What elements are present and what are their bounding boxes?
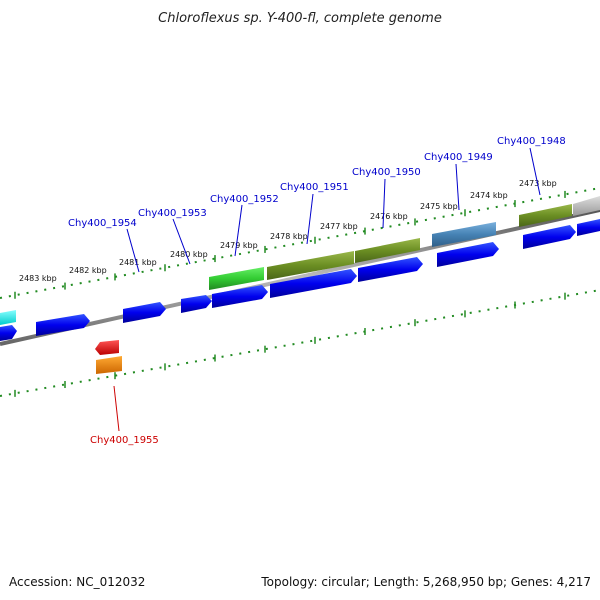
cds-arrow[interactable] — [577, 219, 600, 236]
feature-block[interactable] — [355, 238, 420, 263]
feature-block[interactable] — [432, 222, 496, 247]
upper-major-ticks — [14, 190, 566, 299]
gene-label[interactable]: Chy400_1949 — [424, 152, 493, 163]
cds-arrow[interactable] — [181, 295, 212, 313]
scale-label: 2481 kbp — [119, 258, 157, 267]
scale-label: 2474 kbp — [470, 191, 508, 200]
cds-arrow[interactable] — [36, 314, 90, 336]
cds-arrow[interactable] — [270, 269, 357, 298]
cds-arrow[interactable] — [358, 257, 423, 282]
accession-text: Accession: NC_012032 — [9, 575, 145, 589]
gene-label[interactable]: Chy400_1952 — [210, 194, 279, 205]
map-title: Chloroflexus sp. Y-400-fl, complete geno… — [158, 11, 442, 26]
feature-block[interactable] — [0, 310, 16, 325]
gene-label[interactable]: Chy400_1955 — [90, 435, 159, 446]
scale-label: 2478 kbp — [270, 232, 308, 241]
feature-block[interactable] — [519, 204, 572, 227]
feature-block[interactable] — [573, 196, 600, 216]
scale-label: 2480 kbp — [170, 250, 208, 259]
scale-label: 2476 kbp — [370, 212, 408, 221]
gene-label[interactable]: Chy400_1954 — [68, 218, 137, 229]
gene-label[interactable]: Chy400_1953 — [138, 208, 207, 219]
reverse-track — [95, 340, 122, 374]
reverse-cds-arrow[interactable] — [95, 340, 119, 355]
gene-leaders — [113, 147, 541, 432]
genome-summary-text: Topology: circular; Length: 5,268,950 bp… — [260, 575, 591, 589]
cds-arrow[interactable] — [212, 285, 268, 308]
cds-arrow[interactable] — [0, 325, 17, 341]
gene-labels: Chy400_1954 Chy400_1953 Chy400_1952 Chy4… — [68, 136, 566, 446]
scale-label: 2483 kbp — [19, 274, 57, 283]
scale-label: 2477 kbp — [320, 222, 358, 231]
feature-block[interactable] — [267, 251, 354, 280]
gene-label[interactable]: Chy400_1951 — [280, 182, 349, 193]
feature-block[interactable] — [209, 267, 264, 290]
scale-label: 2475 kbp — [420, 202, 458, 211]
cds-arrow[interactable] — [123, 302, 166, 323]
gene-label[interactable]: Chy400_1948 — [497, 136, 566, 147]
cds-arrow[interactable] — [437, 242, 499, 267]
lower-tick-ring — [0, 289, 600, 397]
cds-arrow[interactable] — [523, 225, 576, 249]
feature-track — [0, 196, 600, 325]
reverse-feature-block[interactable] — [96, 356, 122, 374]
lower-major-ticks — [14, 292, 566, 397]
scale-label: 2482 kbp — [69, 266, 107, 275]
gene-label[interactable]: Chy400_1950 — [352, 167, 421, 178]
scale-label: 2479 kbp — [220, 241, 258, 250]
cds-track — [0, 219, 600, 341]
genome-backbone — [0, 208, 600, 346]
